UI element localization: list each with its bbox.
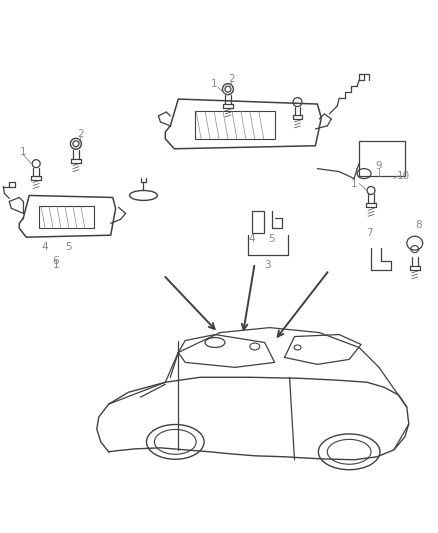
Bar (359, 141, 405, 175)
Text: 8: 8 (415, 220, 422, 230)
Text: 9: 9 (376, 160, 382, 171)
Text: 1: 1 (351, 179, 357, 189)
Text: 3: 3 (265, 260, 271, 270)
Text: 4: 4 (42, 242, 49, 252)
Text: 1: 1 (211, 79, 217, 89)
Text: 7: 7 (366, 228, 372, 238)
Text: 6: 6 (53, 256, 60, 266)
Text: 4: 4 (248, 234, 255, 244)
Text: 10: 10 (397, 171, 410, 181)
Text: 1: 1 (53, 260, 60, 270)
Bar (39, 206, 94, 228)
Text: 5: 5 (268, 234, 275, 244)
Text: 2: 2 (78, 129, 84, 139)
Bar (252, 212, 264, 233)
Text: 5: 5 (66, 242, 72, 252)
Text: 2: 2 (229, 74, 235, 84)
Bar (195, 111, 275, 139)
Text: 1: 1 (20, 147, 27, 157)
